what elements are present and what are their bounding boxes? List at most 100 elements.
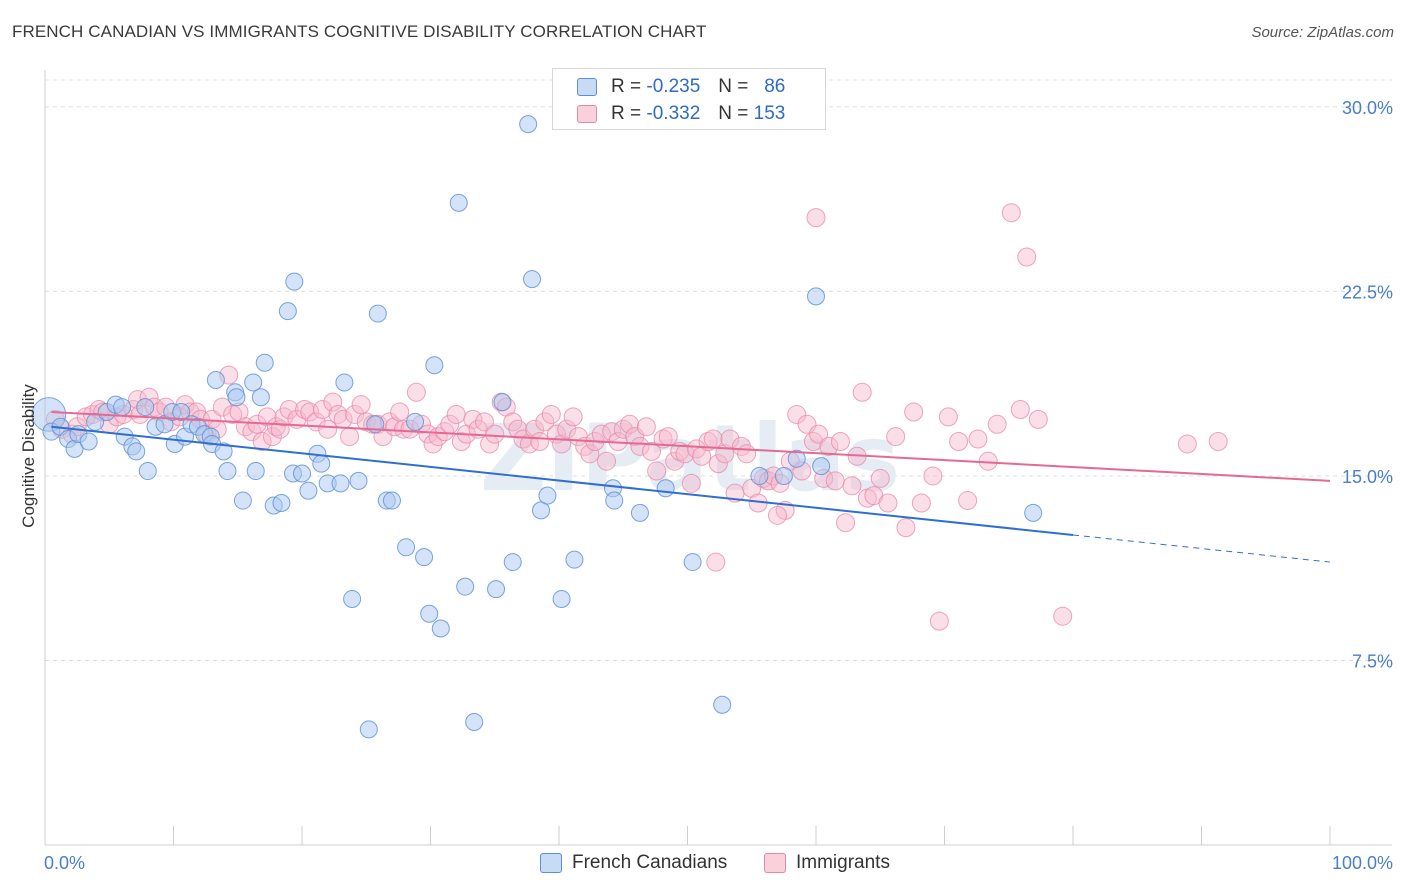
immigrants-point xyxy=(313,400,333,420)
immigrants-point xyxy=(830,432,850,452)
immigrants-point xyxy=(923,466,943,486)
immigrants-point xyxy=(1001,203,1021,223)
french-canadians-point xyxy=(278,302,297,321)
legend-row-immigrants: R = -0.332 N = 153 xyxy=(577,102,785,126)
french-canadians-point xyxy=(787,449,806,468)
french-canadians-point xyxy=(713,695,732,714)
immigrants-point xyxy=(620,414,640,434)
chart-title: FRENCH CANADIAN VS IMMIGRANTS COGNITIVE … xyxy=(12,22,707,41)
french-canadians-point xyxy=(251,388,270,407)
french-canadians-point xyxy=(750,466,769,485)
immigrants-point xyxy=(870,468,890,488)
immigrants-point xyxy=(958,491,978,511)
immigrants-point xyxy=(825,471,845,491)
axes xyxy=(44,70,1392,846)
immigrants-point xyxy=(842,476,862,496)
immigrants-point xyxy=(535,412,555,432)
immigrants-point xyxy=(968,429,988,449)
immigrants-point xyxy=(938,407,958,427)
french-canadians-point xyxy=(86,412,105,431)
immigrants-point xyxy=(406,382,426,402)
immigrants-point xyxy=(1017,247,1037,267)
immigrants-point xyxy=(806,208,826,228)
source-label: Source: ZipAtlas.com xyxy=(1251,24,1394,41)
n-value: 153 xyxy=(753,103,786,124)
french-canadians-point xyxy=(79,432,98,451)
immigrants-point xyxy=(1208,432,1228,452)
french-canadians-point xyxy=(382,491,401,510)
immigrants-point xyxy=(665,451,685,471)
immigrants-point xyxy=(852,382,872,402)
r-value: -0.235 xyxy=(646,76,701,97)
french-canadians-point xyxy=(503,553,522,572)
french-canadians-point xyxy=(359,720,378,739)
immigrants-point xyxy=(602,422,622,442)
french-canadians-point xyxy=(420,604,439,623)
immigrants-point xyxy=(886,427,906,447)
immigrants-point xyxy=(836,513,856,533)
immigrants-point xyxy=(1177,434,1197,454)
legend-row-french-canadians: R = -0.235 N = 86 xyxy=(577,75,785,99)
blue-swatch xyxy=(540,853,562,873)
immigrants-point xyxy=(675,444,695,464)
immigrants-point xyxy=(819,436,839,456)
n-value: 86 xyxy=(764,76,786,97)
immigrants-point xyxy=(318,419,338,439)
french-canadians-point xyxy=(214,442,233,461)
immigrants-point xyxy=(463,409,483,429)
french-canadians-point xyxy=(272,494,291,513)
immigrants-point xyxy=(262,427,282,447)
y-tick-label: 22.5% xyxy=(1342,282,1393,302)
immigrants-point xyxy=(446,404,466,424)
french-canadians-point xyxy=(807,287,825,306)
french-canadians-point xyxy=(233,491,252,510)
french-canadians-trend-line xyxy=(51,425,1074,536)
immigrants-point xyxy=(323,392,343,412)
immigrants-point xyxy=(658,427,678,447)
french-canadians-point xyxy=(206,371,225,389)
immigrants-point xyxy=(351,395,371,415)
n-label: N = xyxy=(718,76,749,97)
french-canadians-point xyxy=(331,474,350,493)
french-canadians-point xyxy=(335,373,354,392)
french-canadians-point xyxy=(299,481,318,500)
immigrants-point xyxy=(904,402,924,422)
french-canadians-point xyxy=(113,398,132,417)
french-canadians-point xyxy=(683,553,702,572)
immigrants-point xyxy=(737,444,757,464)
french-canadians-points xyxy=(31,115,1043,739)
french-canadians-point xyxy=(630,503,649,522)
immigrants-point xyxy=(557,419,577,439)
immigrants-points xyxy=(45,203,1228,631)
immigrants-point xyxy=(1053,606,1073,626)
immigrants-point xyxy=(1010,400,1030,420)
y-tick-label: 15.0% xyxy=(1342,467,1393,487)
french-canadians-point xyxy=(349,471,368,490)
immigrants-point xyxy=(485,424,505,444)
french-canadians-point xyxy=(493,393,512,412)
french-canadians-point xyxy=(218,462,237,481)
immigrants-point xyxy=(698,432,718,452)
immigrants-point xyxy=(390,402,410,422)
french-canadians-point xyxy=(138,462,157,481)
french-canadians-point xyxy=(127,442,146,461)
legend-item-immigrants: Immigrants xyxy=(764,852,890,874)
immigrants-point xyxy=(878,493,898,513)
legend-label: French Canadians xyxy=(572,852,728,873)
immigrants-point xyxy=(703,429,723,449)
immigrants-point xyxy=(340,427,360,447)
immigrants-point xyxy=(541,404,561,424)
french-canadians-point xyxy=(538,486,557,505)
immigrants-point xyxy=(1028,409,1048,429)
immigrants-point xyxy=(647,461,667,481)
immigrants-point xyxy=(345,404,365,424)
immigrants-point xyxy=(681,473,701,493)
immigrants-point xyxy=(896,518,916,538)
french-canadians-point xyxy=(397,538,416,557)
legend-item-french-canadians: French Canadians xyxy=(540,852,727,874)
tick-labels: 7.5% 15.0% 22.5% 30.0% 0.0% 100.0% xyxy=(44,98,1393,873)
french-canadians-trend-extension xyxy=(1072,534,1331,563)
french-canadians-point xyxy=(656,479,675,498)
immigrants-trend-line xyxy=(51,410,1331,482)
french-canadians-point xyxy=(523,270,542,289)
